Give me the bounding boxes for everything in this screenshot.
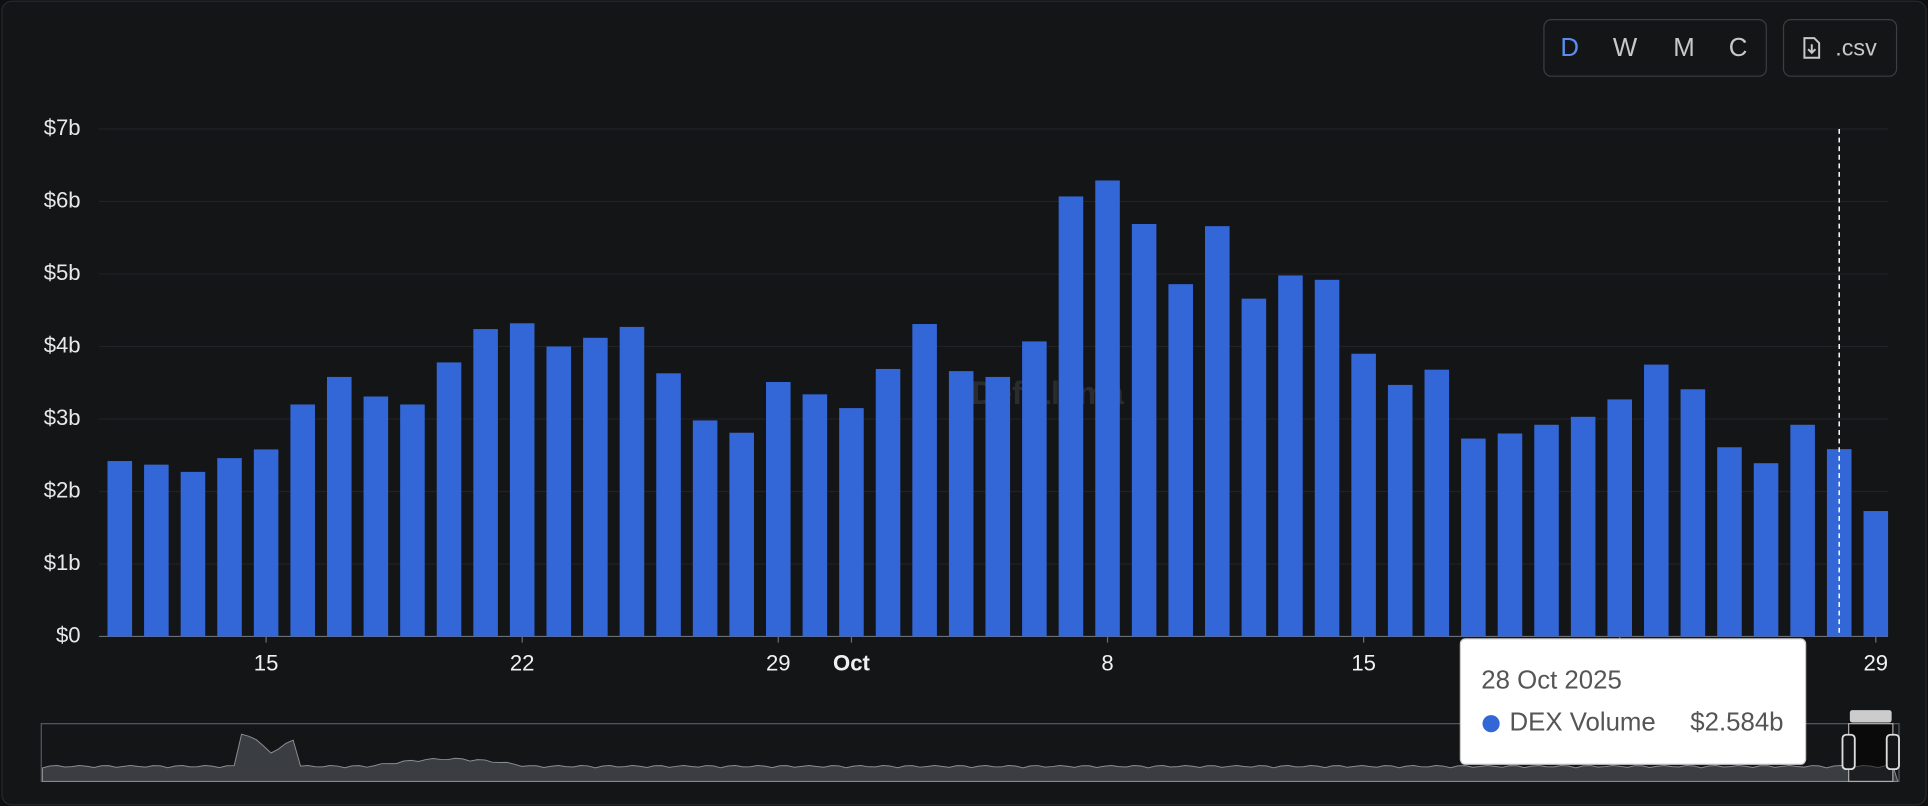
x-tick-label: 15: [1351, 651, 1376, 676]
x-tick-label: 15: [254, 651, 279, 676]
y-tick-label: $5b: [44, 260, 81, 285]
bar: [1278, 275, 1303, 637]
bar: [217, 458, 242, 637]
period-button[interactable]: C: [1729, 34, 1748, 62]
bar: [326, 376, 352, 637]
bar: [436, 362, 462, 637]
bar: [1387, 384, 1413, 637]
bar: [1607, 399, 1633, 637]
csv-icon: [1803, 37, 1821, 59]
bar: [1497, 433, 1523, 637]
bar: [253, 449, 279, 637]
bar: [144, 464, 169, 637]
navigator-area: [42, 733, 1899, 782]
bar: [839, 408, 864, 637]
bar: [912, 324, 937, 637]
bar: [692, 420, 718, 637]
csv-button[interactable]: [1782, 19, 1898, 77]
bar: [400, 404, 425, 637]
navigator-handle: [1841, 733, 1856, 771]
bar: [1680, 389, 1706, 637]
bar: [1022, 341, 1047, 637]
bar: [765, 382, 791, 637]
bar: [875, 368, 901, 637]
period-button[interactable]: M: [1673, 34, 1695, 62]
bar: [1461, 438, 1486, 637]
bar: [1168, 284, 1193, 637]
navigator-handle: [1885, 733, 1900, 771]
tooltip-box: [1459, 638, 1807, 765]
y-tick-label: $7b: [44, 115, 81, 140]
bar: [1644, 364, 1669, 637]
bar: [1131, 223, 1157, 637]
bar: [729, 432, 754, 637]
bar: [1424, 369, 1450, 637]
bar: [1753, 463, 1779, 637]
x-tick-label: 29: [1864, 651, 1889, 676]
x-tick-label: 29: [766, 651, 791, 676]
bar: [1205, 226, 1230, 637]
bar: [107, 461, 133, 637]
bar: [1314, 279, 1340, 637]
bar: [1241, 298, 1267, 637]
bar: [1351, 353, 1376, 637]
csv-label[interactable]: .csv: [1835, 34, 1877, 60]
bar: [290, 404, 315, 637]
tooltip-series: DEX Volume: [1510, 708, 1656, 736]
navigator-grip: [1849, 710, 1892, 723]
y-tick-label: $0: [56, 622, 81, 647]
controls: .csv: [1543, 19, 1898, 77]
bar: [1790, 424, 1815, 637]
bar: [1058, 196, 1084, 637]
bar: [509, 323, 535, 637]
bar: [583, 337, 608, 637]
bar: [802, 394, 828, 637]
bar: [1095, 180, 1120, 637]
y-tick-label: $3b: [44, 405, 81, 430]
y-tick-label: $4b: [44, 332, 81, 357]
bar: [1534, 424, 1559, 637]
y-tick-label: $2b: [44, 477, 81, 502]
bar: [619, 326, 645, 637]
tooltip-value: $2.584b: [1690, 708, 1783, 736]
bar: [948, 371, 974, 637]
bar: [546, 346, 572, 637]
x-tick-label: 8: [1101, 651, 1113, 676]
bar: [363, 396, 389, 637]
tooltip-date: 28 Oct 2025: [1481, 667, 1622, 695]
y-tick-label: $6b: [44, 187, 81, 212]
bar: [656, 373, 681, 637]
tooltip-swatch: [1482, 715, 1500, 733]
y-tick-label: $1b: [44, 550, 81, 575]
bar: [473, 329, 498, 637]
period-group: [1543, 19, 1767, 77]
x-tick-label: Oct: [833, 651, 870, 676]
bar: [985, 376, 1011, 637]
period-button[interactable]: D: [1560, 34, 1579, 62]
x-tick-label: 22: [510, 651, 535, 676]
bar: [180, 471, 206, 637]
bar: [1863, 511, 1889, 637]
tooltip: 28 Oct 2025 DEX Volume $2.584b: [1459, 638, 1807, 765]
bar: [1570, 416, 1596, 637]
period-button[interactable]: W: [1613, 34, 1638, 62]
bar: [1717, 447, 1742, 637]
